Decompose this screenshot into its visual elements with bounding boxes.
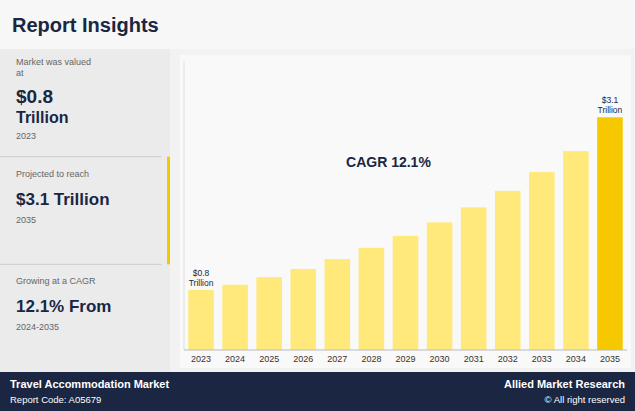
chart-background — [180, 55, 631, 368]
divider — [0, 264, 162, 265]
bar — [188, 290, 214, 350]
bar — [393, 236, 419, 350]
stat-caption: Growing at a CAGR — [16, 276, 96, 286]
x-tick-label: 2026 — [293, 354, 313, 364]
bar — [461, 207, 487, 350]
stat-value: $3.1 Trillion — [16, 190, 110, 209]
sidebar — [0, 49, 170, 372]
footer-title: Travel Accommodation Market — [10, 378, 169, 390]
title: Report Insights — [12, 14, 159, 36]
bar — [495, 191, 521, 350]
y-axis — [184, 61, 185, 350]
x-tick-label: 2028 — [361, 354, 381, 364]
cagr-annotation: CAGR 12.1% — [346, 154, 431, 170]
bar — [359, 248, 385, 350]
x-axis — [184, 350, 627, 351]
stat-year: 2024-2035 — [16, 322, 59, 332]
x-tick-label: 2035 — [600, 354, 620, 364]
x-tick-label: 2030 — [430, 354, 450, 364]
bar — [325, 259, 351, 350]
bar — [563, 151, 589, 350]
bars — [188, 117, 622, 350]
footer — [0, 372, 635, 411]
footer-code: Report Code: A05679 — [10, 394, 101, 405]
footer-rights: © All right reserved — [545, 394, 625, 405]
x-tick-label: 2025 — [259, 354, 279, 364]
x-tick-label: 2024 — [225, 354, 245, 364]
data-label: $0.8Trillion — [189, 268, 214, 288]
data-label-line: Trillion — [598, 105, 623, 115]
x-tick-label: 2032 — [498, 354, 518, 364]
background — [0, 0, 635, 411]
footer-publisher: Allied Market Research — [504, 378, 625, 390]
bar — [222, 285, 248, 350]
stat-value: $0.8 — [16, 86, 53, 107]
divider — [0, 156, 162, 157]
title-bar — [0, 0, 635, 49]
bar — [427, 222, 453, 350]
x-tick-label: 2023 — [191, 354, 211, 364]
x-tick-label: 2034 — [566, 354, 586, 364]
stat-caption-line: Market was valued — [16, 57, 91, 67]
x-tick-label: 2029 — [395, 354, 415, 364]
stat-year: 2035 — [16, 215, 36, 225]
page: Report Insights Travel Accommodation Mark… — [0, 0, 635, 411]
bar — [290, 269, 316, 350]
stat-value: Trillion — [16, 109, 68, 126]
stat-caption-line: at — [16, 68, 24, 78]
data-label-line: $3.1 — [602, 95, 619, 105]
accent-bar — [167, 157, 170, 265]
data-label-line: Trillion — [189, 278, 214, 288]
stat-year: 2023 — [16, 131, 36, 141]
stat-value: 12.1% From — [16, 297, 111, 316]
bar — [597, 117, 623, 350]
x-tick-label: 2033 — [532, 354, 552, 364]
stat-caption: Market was valuedat — [16, 57, 91, 78]
data-label-line: $0.8 — [193, 268, 210, 278]
bar — [256, 277, 282, 350]
stat-caption: Projected to reach — [16, 169, 89, 179]
data-label: $3.1Trillion — [598, 95, 623, 115]
x-tick-label: 2031 — [464, 354, 484, 364]
x-tick-label: 2027 — [327, 354, 347, 364]
bar — [529, 172, 555, 350]
